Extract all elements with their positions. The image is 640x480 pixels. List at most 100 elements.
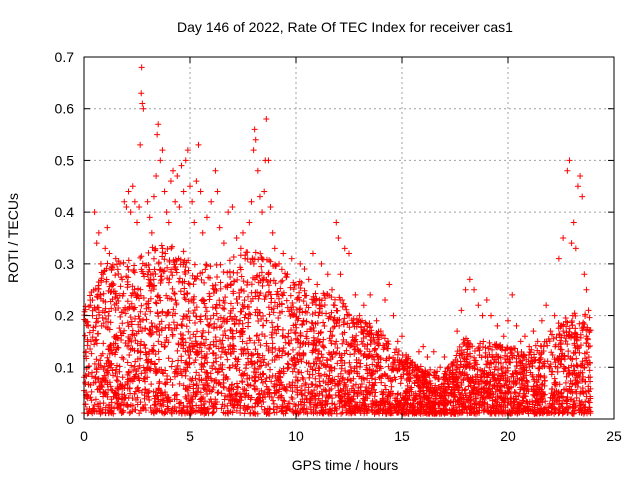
data-point <box>222 332 229 339</box>
data-point <box>156 380 163 387</box>
data-point <box>115 386 122 393</box>
y-tick-label: 0.7 <box>55 49 75 65</box>
y-tick-label: 0.6 <box>55 101 75 117</box>
data-point <box>125 369 132 376</box>
data-point <box>124 343 131 350</box>
data-point <box>252 346 259 353</box>
chart-title: Day 146 of 2022, Rate Of TEC Index for r… <box>177 19 513 35</box>
data-point <box>267 258 274 265</box>
data-point <box>327 356 334 363</box>
data-point <box>224 356 231 363</box>
data-point <box>351 398 358 405</box>
data-point <box>298 279 305 286</box>
data-point <box>125 257 132 264</box>
data-point <box>579 377 586 384</box>
data-point <box>124 263 131 270</box>
data-point <box>502 369 509 376</box>
data-point <box>150 255 157 262</box>
data-point <box>176 380 183 387</box>
data-point <box>185 308 192 315</box>
data-point <box>180 382 187 389</box>
data-point <box>245 323 252 330</box>
data-point <box>361 351 368 358</box>
data-point <box>134 401 141 408</box>
data-point <box>316 372 323 379</box>
data-point <box>115 270 122 277</box>
data-point <box>131 269 138 276</box>
data-point <box>283 274 290 281</box>
data-point <box>279 277 286 284</box>
data-point <box>586 367 593 374</box>
data-point <box>275 315 282 322</box>
data-point <box>88 289 95 296</box>
data-point <box>482 344 489 351</box>
data-point <box>205 322 212 329</box>
data-point <box>288 326 295 333</box>
data-point <box>259 379 266 386</box>
data-point <box>202 266 209 273</box>
data-point <box>170 319 177 326</box>
data-point <box>90 379 97 386</box>
data-point <box>577 334 584 341</box>
data-point <box>159 308 166 315</box>
data-point <box>475 345 482 352</box>
data-point <box>207 263 214 270</box>
y-axis-label: ROTI / TECUs <box>5 193 21 283</box>
data-point <box>371 393 378 400</box>
data-point <box>176 275 183 282</box>
data-point <box>555 320 562 327</box>
data-point <box>315 312 322 319</box>
data-point <box>464 346 471 353</box>
data-point <box>173 269 180 276</box>
data-point <box>177 288 184 295</box>
data-point <box>574 383 581 390</box>
data-point <box>280 344 287 351</box>
data-point <box>134 384 141 391</box>
data-point <box>237 264 244 271</box>
data-point <box>369 381 376 388</box>
data-point <box>273 353 280 360</box>
data-point <box>100 290 107 297</box>
data-point <box>124 298 131 305</box>
data-point <box>362 319 369 326</box>
data-point <box>190 281 197 288</box>
data-point <box>563 373 570 380</box>
data-point <box>172 265 179 272</box>
data-point <box>205 329 212 336</box>
data-point <box>224 269 231 276</box>
data-point <box>105 370 112 377</box>
data-point <box>217 354 224 361</box>
data-point <box>244 282 251 289</box>
data-point <box>253 333 260 340</box>
data-point <box>315 395 322 402</box>
data-point <box>202 336 209 343</box>
data-point <box>138 327 145 334</box>
data-point <box>243 340 250 347</box>
data-point <box>334 345 341 352</box>
data-point <box>299 374 306 381</box>
data-point <box>585 353 592 360</box>
data-point <box>303 302 310 309</box>
data-point <box>357 383 364 390</box>
data-point <box>280 397 287 404</box>
data-point <box>186 317 193 324</box>
data-point <box>277 285 284 292</box>
data-point <box>94 318 101 325</box>
data-point <box>373 362 380 369</box>
data-point <box>220 268 227 275</box>
data-point <box>203 262 210 269</box>
data-point <box>491 356 498 363</box>
data-point <box>89 369 96 376</box>
data-point <box>132 337 139 344</box>
data-point <box>316 378 323 385</box>
data-point <box>137 308 144 315</box>
data-point <box>527 369 534 376</box>
data-point <box>254 359 261 366</box>
data-point <box>332 296 339 303</box>
data-point <box>171 290 178 297</box>
data-point <box>256 354 263 361</box>
data-point <box>431 369 438 376</box>
data-point <box>200 401 207 408</box>
data-point <box>548 349 555 356</box>
data-point <box>585 374 592 381</box>
